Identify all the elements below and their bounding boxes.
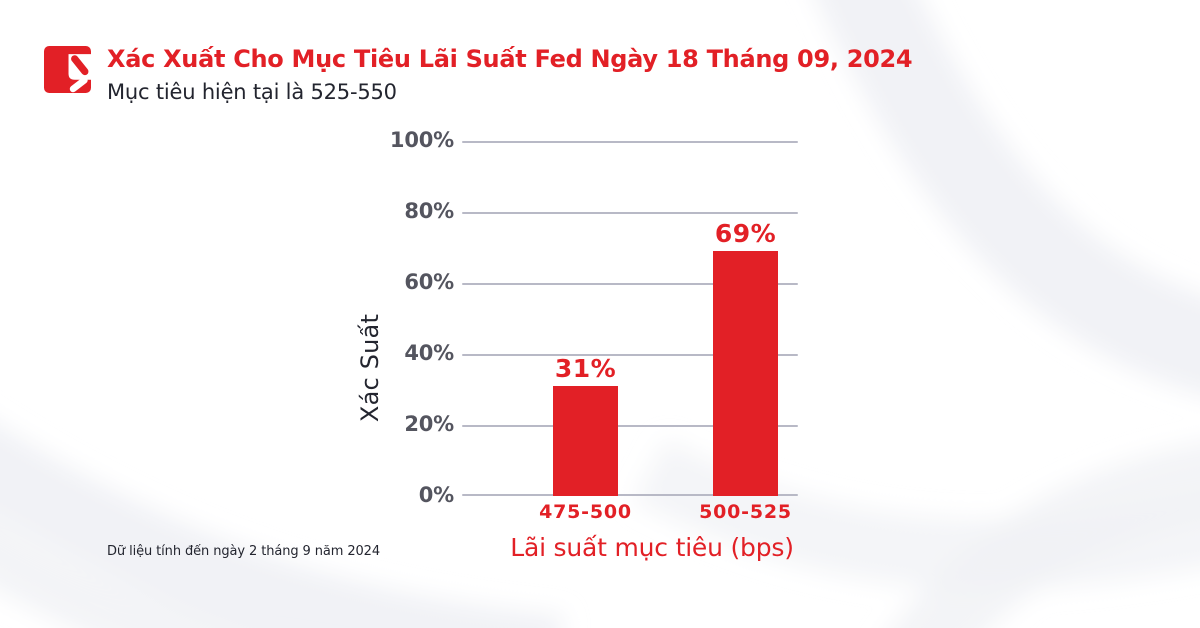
gridline-100pct [462,141,798,143]
y-tick-label: 40% [404,341,454,365]
y-tick-label: 0% [418,483,454,507]
bar-value-label: 31% [554,354,617,383]
gridline-40pct [462,354,798,356]
gridline-60pct [462,283,798,285]
data-as-of-footnote: Dữ liệu tính đến ngày 2 tháng 9 năm 2024 [107,544,381,559]
y-tick-label: 100% [389,128,454,152]
chart-subtitle: Mục tiêu hiện tại là 525-550 [107,80,397,104]
bar-value-label: 69% [714,219,777,248]
bar-500-525 [713,251,778,496]
y-tick-label: 20% [404,412,454,436]
y-tick-label: 80% [404,199,454,223]
brand-logo-icon [44,46,91,93]
gridline-20pct [462,425,798,427]
gridline-0pct-baseline [462,494,798,496]
y-tick-label: 60% [404,270,454,294]
bar-475-500 [553,386,618,496]
gridline-80pct [462,212,798,214]
chart-title: Xác Xuất Cho Mục Tiêu Lãi Suất Fed Ngày … [107,45,913,73]
x-tick-label-500-525: 500-525 [699,501,792,523]
x-axis-title: Lãi suất mục tiêu (bps) [510,533,794,562]
bar-group-500-525: 69% 500-525 [699,219,791,523]
bar-group-475-500: 31% 475-500 [539,354,631,523]
x-tick-label-475-500: 475-500 [539,501,632,523]
y-axis-title: Xác Suất [356,313,384,423]
bar-chart-plot-area: 31% 475-500 69% 500-525 [462,141,798,523]
